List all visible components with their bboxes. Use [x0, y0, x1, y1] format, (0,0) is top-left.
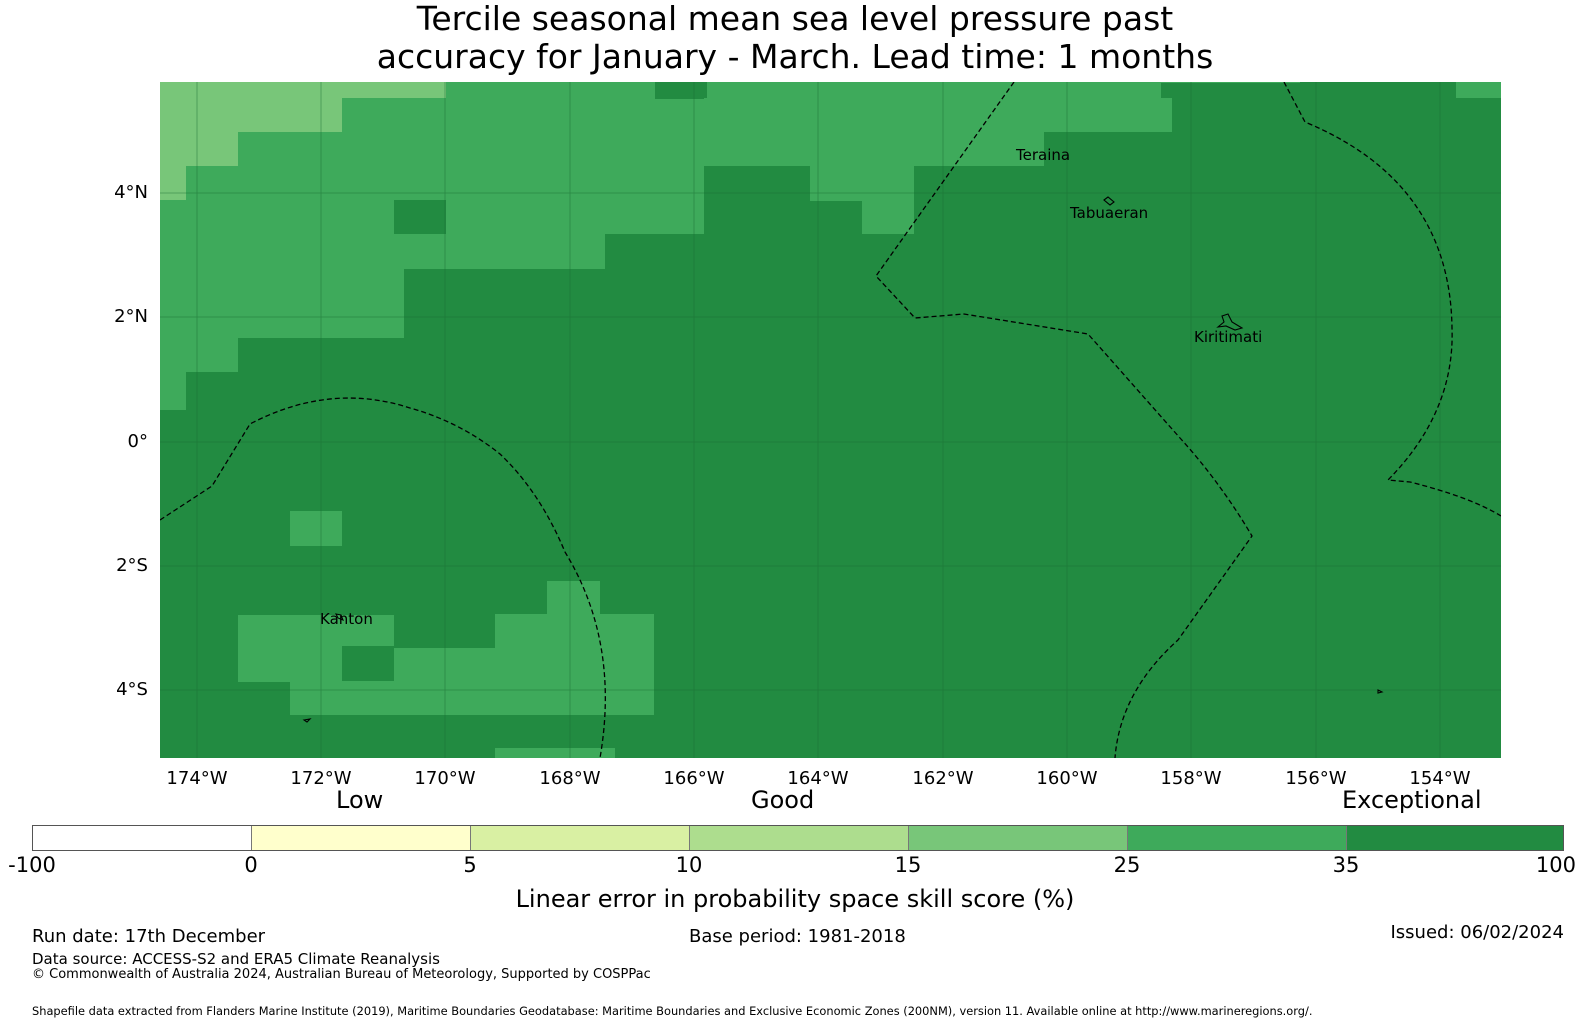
- lat-label-4s: 4°S: [116, 679, 148, 700]
- lon-label-156w: 156°W: [1285, 768, 1347, 789]
- lon-label-168w: 168°W: [539, 768, 601, 789]
- lon-label-170w: 170°W: [414, 768, 476, 789]
- colorbar-segment: [1347, 826, 1563, 850]
- eez-boundaries: [160, 82, 1501, 758]
- place-label-kiritimati: Kiritimati: [1194, 328, 1263, 346]
- colorbar-segment: [1128, 826, 1347, 850]
- colorbar-tick: 0: [244, 853, 258, 877]
- colorbar: [32, 825, 1564, 851]
- light-region: [160, 82, 446, 200]
- issued-date: Issued: 06/02/2024: [1390, 922, 1564, 943]
- lon-label-172w: 172°W: [290, 768, 352, 789]
- colorbar-segment: [33, 826, 252, 850]
- base-period: Base period: 1981-2018: [689, 926, 906, 947]
- lon-label-166w: 166°W: [663, 768, 725, 789]
- copyright: © Commonwealth of Australia 2024, Austra…: [32, 967, 651, 982]
- place-label-kanton: Kanton: [320, 610, 373, 628]
- lon-label-160w: 160°W: [1036, 768, 1098, 789]
- graticule: [160, 82, 1501, 758]
- legend-category-good: Good: [751, 786, 815, 814]
- colorbar-segment: [909, 826, 1128, 850]
- skill-map: [160, 82, 1501, 758]
- colorbar-tick: 25: [1113, 853, 1141, 877]
- lat-label-4n: 4°N: [114, 182, 148, 203]
- place-label-teraina: Teraina: [1016, 146, 1071, 164]
- shapefile-credit: Shapefile data extracted from Flanders M…: [32, 1004, 1313, 1018]
- lon-label-154w: 154°W: [1409, 768, 1471, 789]
- lon-label-158w: 158°W: [1160, 768, 1222, 789]
- run-date: Run date: 17th December: [32, 926, 266, 947]
- colorbar-tick: 15: [894, 853, 922, 877]
- colorbar-segment: [471, 826, 690, 850]
- data-source: Data source: ACCESS-S2 and ERA5 Climate …: [32, 950, 440, 968]
- chart-title: Tercile seasonal mean sea level pressure…: [0, 0, 1590, 76]
- island-outlines: [302, 196, 1384, 723]
- colorbar-tick: 5: [463, 853, 477, 877]
- title-line-2: accuracy for January - March. Lead time:…: [376, 37, 1214, 76]
- place-label-tabuaeran: Tabuaeran: [1070, 204, 1149, 222]
- legend-category-low: Low: [336, 786, 384, 814]
- colorbar-tick: 35: [1332, 853, 1360, 877]
- legend-category-exceptional: Exceptional: [1342, 786, 1482, 814]
- lat-label-0: 0°: [127, 431, 148, 452]
- colorbar-tick: 100: [1535, 853, 1577, 877]
- lon-label-164w: 164°W: [787, 768, 849, 789]
- lat-label-2n: 2°N: [114, 306, 148, 327]
- lon-label-162w: 162°W: [912, 768, 974, 789]
- title-line-1: Tercile seasonal mean sea level pressure…: [416, 0, 1174, 38]
- colorbar-title: Linear error in probability space skill …: [515, 885, 1075, 913]
- colorbar-segment: [252, 826, 471, 850]
- map-panel: Teraina Tabuaeran Kiritimati Kanton: [160, 82, 1501, 758]
- colorbar-tick: 10: [675, 853, 703, 877]
- lon-label-174w: 174°W: [166, 768, 228, 789]
- colorbar-segment: [690, 826, 909, 850]
- colorbar-tick: -100: [8, 853, 56, 877]
- lat-label-2s: 2°S: [116, 555, 148, 576]
